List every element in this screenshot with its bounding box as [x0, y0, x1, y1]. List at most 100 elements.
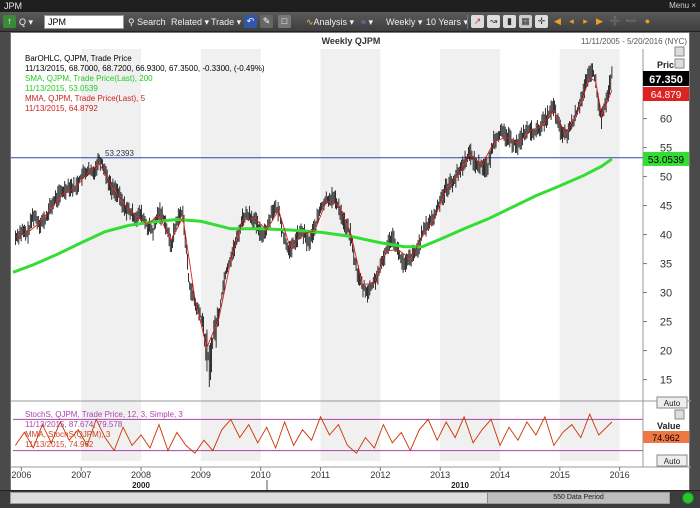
lower-legend-entry: MMA, StochS(QJPM), 3 — [25, 430, 111, 439]
x-tick-label: 2008 — [131, 470, 151, 480]
connection-status-icon — [682, 492, 694, 504]
series-line-stoch — [15, 413, 613, 454]
y-tick-label: 30 — [660, 288, 672, 300]
crosshair-icon[interactable]: ✛ — [535, 15, 548, 28]
series-line-sma — [12, 157, 613, 274]
toolbar: ↑ Q ▾ JPM ⚲ Search Related ▾ Trade ▾ ↶ ✎… — [0, 12, 700, 32]
studies-menu[interactable]: ≈ ▾ — [361, 17, 373, 27]
legend-entry: SMA, QJPM, Trade Price(Last), 200 — [25, 74, 153, 83]
x-tick-label: 2006 — [11, 470, 31, 480]
time-scrollbar[interactable]: 550 Data Period — [10, 492, 670, 504]
lower-legend: StochS, QJPM, Trade Price, 12, 3, Simple… — [25, 410, 183, 449]
legend-entry: 11/13/2015, 68.7000, 68.7200, 66.9300, 6… — [25, 64, 265, 73]
y-tick-label: 20 — [660, 346, 672, 358]
stoch-value: 74.962 — [652, 433, 680, 443]
back-icon[interactable]: ◂ — [569, 16, 574, 26]
forward-icon[interactable]: ▸ — [583, 16, 588, 26]
sma-badge — [643, 151, 689, 166]
chart-canvas: 53.2393 15 20 25 30 35 40 45 50 55 60 2006 2007 2008… — [11, 36, 691, 491]
y-tick-label: 25 — [660, 317, 672, 329]
up-arrow-icon[interactable]: ↑ — [3, 15, 16, 28]
undo-icon[interactable]: ↶ — [244, 15, 257, 28]
year-band — [81, 49, 142, 461]
folder-icon[interactable]: □ — [278, 15, 291, 28]
y-tick-label: 55 — [660, 143, 672, 155]
lower-collapse-icon[interactable] — [674, 409, 685, 420]
price-axis-title: Price — [657, 60, 679, 70]
waves-icon: ≈ — [361, 17, 366, 27]
search-icon: ⚲ — [128, 17, 135, 27]
year-band — [320, 49, 381, 461]
y-tick-label: 50 — [660, 172, 672, 184]
date-range: 11/11/2005 - 5/20/2016 (NYC) — [581, 37, 687, 46]
zoom-in-icon[interactable]: ➕ — [609, 16, 622, 26]
bar-chart-icon[interactable]: ▮ — [503, 15, 516, 28]
year-band — [440, 49, 501, 461]
last-bar-icon[interactable]: ▶ — [596, 16, 603, 26]
grid-icon[interactable]: ▦ — [519, 15, 532, 28]
sma-value: 53.0539 — [648, 155, 685, 166]
mma-badge — [643, 87, 689, 101]
legend-entry: MMA, QJPM, Trade Price(Last), 5 — [25, 94, 146, 103]
window-title: JPM — [4, 1, 22, 11]
auto-scale-label: Auto — [664, 399, 681, 408]
range-menu[interactable]: 10 Years ▾ — [426, 17, 469, 27]
auto-scale-button[interactable] — [656, 396, 688, 409]
close-icon[interactable]: × — [691, 1, 696, 10]
line-chart-icon[interactable]: ↝ — [487, 15, 500, 28]
interval-menu[interactable]: Weekly ▾ — [386, 17, 423, 27]
analysis-menu[interactable]: ∿Analysis ▾ — [306, 17, 355, 27]
title-bar: JPM Menu × — [0, 0, 700, 12]
lower-legend-entry: 11/13/2015, 74.962 — [25, 440, 94, 449]
y-tick-label: 35 — [660, 259, 672, 271]
decade-label: 2010 — [451, 481, 469, 490]
y-tick-label: 60 — [660, 114, 672, 126]
reference-hline-label: 53.2393 — [105, 149, 134, 158]
tools-icon[interactable]: ✎ — [260, 15, 273, 28]
quote-type-selector[interactable]: Q ▾ — [19, 17, 34, 27]
x-tick-label: 2010 — [251, 470, 271, 480]
x-tick-label: 2013 — [430, 470, 450, 480]
x-tick-label: 2016 — [610, 470, 630, 480]
legend-entry: 11/13/2015, 64.8792 — [25, 104, 98, 113]
x-tick-label: 2014 — [490, 470, 510, 480]
x-tick-label: 2011 — [311, 470, 330, 480]
x-tick-label: 2015 — [550, 470, 570, 480]
lower-axis-title: Value — [657, 421, 681, 431]
menu-button[interactable]: Menu × — [669, 1, 696, 10]
toolbar-divider — [467, 15, 468, 29]
x-tick-label: 2012 — [370, 470, 390, 480]
related-menu[interactable]: Related ▾ — [171, 17, 210, 27]
trade-menu[interactable]: Trade ▾ — [211, 17, 242, 27]
close-pane-icon[interactable] — [674, 58, 685, 69]
zoom-out-icon[interactable]: ➖ — [625, 16, 638, 26]
last-price-badge — [643, 71, 689, 86]
y-tick-label: 45 — [660, 201, 672, 213]
series-line-mma — [15, 76, 613, 350]
lower-legend-entry: 11/13/2015, 87.674, 79.578 — [25, 420, 123, 429]
lower-auto-label: Auto — [664, 457, 681, 466]
last-price-value: 67.350 — [649, 74, 683, 86]
y-tick-label: 40 — [660, 230, 672, 242]
scroll-thumb[interactable]: 550 Data Period — [487, 493, 669, 503]
year-band — [559, 49, 620, 461]
lower-auto-button[interactable] — [656, 454, 688, 467]
chart-title: Weekly QJPM — [322, 36, 381, 46]
decade-label: 2000 — [132, 481, 150, 490]
x-tick-label: 2009 — [191, 470, 211, 480]
mma-value: 64.879 — [651, 90, 682, 101]
analysis-icon: ∿ — [306, 17, 314, 27]
chart-type-icon[interactable]: ↗ — [471, 15, 484, 28]
first-bar-icon[interactable]: ◀ — [554, 16, 561, 26]
search-button[interactable]: ⚲ Search — [128, 17, 166, 27]
collapse-icon[interactable] — [674, 46, 685, 57]
stoch-badge — [643, 431, 689, 443]
chart-panel: 53.2393 15 20 25 30 35 40 45 50 55 60 2006 2007 2008… — [10, 32, 691, 498]
legend-entry: 11/13/2015, 53.0539 — [25, 84, 98, 93]
x-tick-label: 2007 — [71, 470, 91, 480]
symbol-input[interactable]: JPM — [44, 15, 124, 29]
lower-legend-entry: StochS, QJPM, Trade Price, 12, 3, Simple… — [25, 410, 183, 419]
lock-icon[interactable]: ● — [644, 16, 651, 26]
